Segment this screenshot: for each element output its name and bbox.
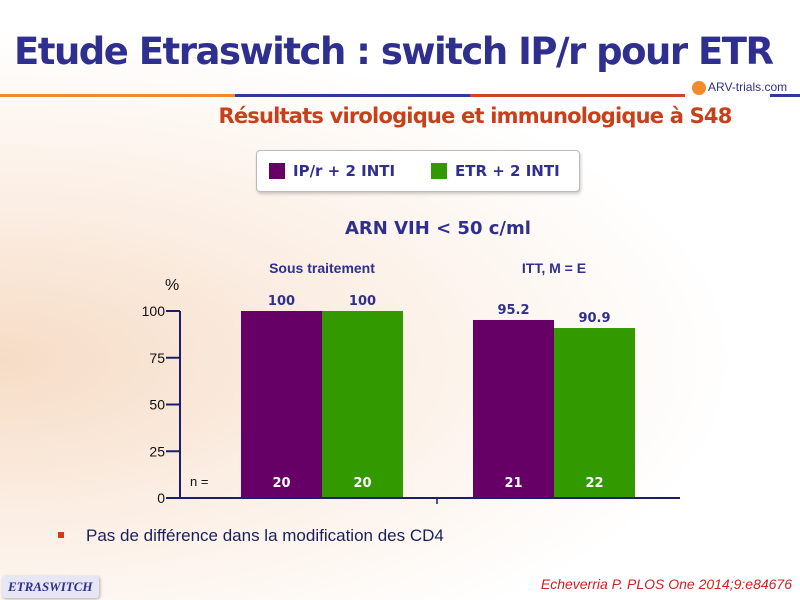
bar <box>554 328 635 498</box>
bar <box>322 311 403 498</box>
chart-title: ARN VIH < 50 c/ml <box>345 218 531 239</box>
y-axis-label: % <box>165 277 179 294</box>
n-label: 22 <box>585 476 603 491</box>
reference: Echeverria P. PLOS One 2014;9:e84676 <box>540 576 792 592</box>
arv-trials-logo: ARV-trials.com <box>692 80 787 95</box>
chart-legend: IP/r + 2 INTI ETR + 2 INTI <box>256 150 580 192</box>
y-tick-label: 100 <box>142 303 166 319</box>
y-tick-label: 75 <box>149 350 165 366</box>
legend-swatch <box>431 163 447 179</box>
n-label: 21 <box>504 476 522 491</box>
bar <box>241 311 322 498</box>
divider-orange <box>0 94 235 97</box>
logo-text: ARV-trials.com <box>708 80 788 94</box>
data-label: 100 <box>349 294 376 309</box>
divider-red <box>470 94 685 97</box>
divider-blue <box>235 94 470 97</box>
study-badge: ETRASWITCH <box>2 576 99 598</box>
legend-item-ipr: IP/r + 2 INTI <box>269 162 395 180</box>
data-label: 100 <box>268 294 295 309</box>
y-tick-label: 25 <box>149 443 165 459</box>
legend-label: ETR + 2 INTI <box>455 162 560 180</box>
slide-subtitle: Résultats virologique et immunologique à… <box>218 104 732 128</box>
bullet-text: Pas de différence dans la modification d… <box>86 526 444 545</box>
category-label: Sous traitement <box>269 260 375 276</box>
y-tick-label: 0 <box>157 490 165 506</box>
bullet-point: Pas de différence dans la modification d… <box>58 526 444 546</box>
legend-item-etr: ETR + 2 INTI <box>431 162 560 180</box>
bar <box>473 319 554 498</box>
slide-title: Etude Etraswitch : switch IP/r pour ETR <box>14 30 774 73</box>
y-tick-label: 50 <box>149 397 165 413</box>
legend-label: IP/r + 2 INTI <box>293 162 396 180</box>
legend-swatch <box>269 163 285 179</box>
bullet-icon <box>58 532 64 538</box>
data-label: 95.2 <box>497 303 529 318</box>
n-label: 20 <box>272 476 290 491</box>
n-label: 20 <box>353 476 371 491</box>
logo-icon <box>692 80 706 95</box>
data-label: 90.9 <box>578 311 610 326</box>
n-prefix-label: n = <box>190 474 208 489</box>
category-label: ITT, M = E <box>522 260 586 276</box>
divider-blue-end <box>770 94 800 97</box>
